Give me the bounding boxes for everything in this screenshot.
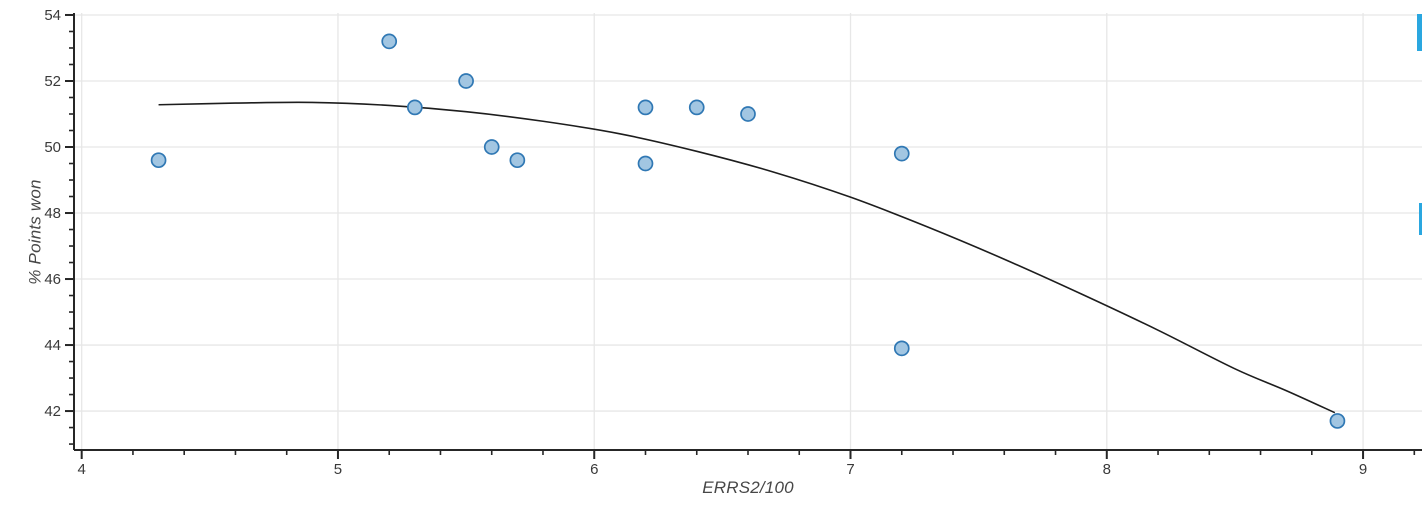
data-point-marker[interactable] bbox=[1329, 413, 1346, 429]
gridlines bbox=[74, 13, 1422, 450]
data-point-marker[interactable] bbox=[483, 139, 500, 155]
x-tick-label: 7 bbox=[846, 461, 854, 478]
x-axis-title: ERRS2/100 bbox=[702, 478, 794, 497]
trend-line bbox=[158, 101, 1336, 414]
data-point-marker[interactable] bbox=[509, 152, 526, 169]
x-tick-label: 8 bbox=[1103, 461, 1111, 478]
y-tick-label: 44 bbox=[44, 337, 61, 354]
data-point-marker[interactable] bbox=[381, 33, 398, 50]
axes: 4 5 6 7 8 9 42 44 46 48 50 52 54 bbox=[44, 7, 1422, 478]
data-point-marker[interactable] bbox=[406, 99, 423, 116]
data-point-marker[interactable] bbox=[688, 99, 705, 116]
y-tick-label: 50 bbox=[44, 139, 61, 156]
data-point-marker[interactable] bbox=[637, 155, 654, 172]
x-tick-label: 9 bbox=[1359, 461, 1367, 478]
data-points bbox=[150, 33, 1346, 429]
data-point-marker[interactable] bbox=[458, 73, 474, 89]
data-point-marker[interactable] bbox=[893, 145, 910, 162]
y-axis-title: % Points won bbox=[25, 179, 45, 285]
data-point-marker[interactable] bbox=[637, 99, 654, 116]
y-tick-label: 52 bbox=[44, 73, 61, 90]
data-point-marker[interactable] bbox=[893, 340, 910, 357]
x-tick-label: 5 bbox=[334, 461, 342, 478]
y-tick-label: 46 bbox=[44, 271, 61, 288]
edge-marker-top[interactable] bbox=[1417, 14, 1422, 51]
data-point-marker[interactable] bbox=[740, 106, 756, 122]
y-tick-label: 48 bbox=[44, 205, 61, 222]
data-point-marker[interactable] bbox=[150, 152, 167, 169]
y-tick-label: 42 bbox=[44, 403, 61, 420]
edge-marker-middle[interactable] bbox=[1419, 203, 1422, 235]
x-tick-label: 4 bbox=[78, 461, 86, 478]
x-tick-label: 6 bbox=[590, 461, 598, 478]
y-tick-label: 54 bbox=[44, 7, 61, 24]
